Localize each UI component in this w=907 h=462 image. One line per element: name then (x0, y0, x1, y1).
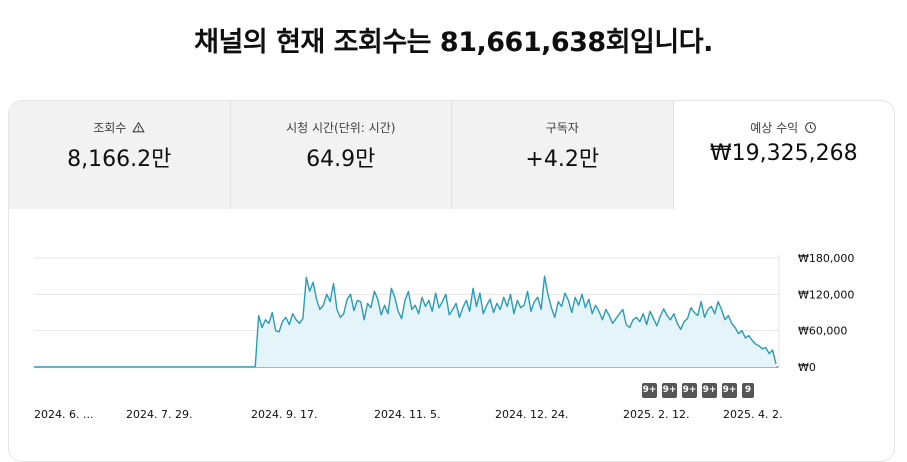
tab-watch-time-label: 시청 시간(단위: 시간) (286, 121, 396, 135)
x-tick-label: 2025. 2. 12. (623, 408, 689, 421)
tab-subscribers-label: 구독자 (545, 121, 579, 135)
tab-subscribers-value: +4.2만 (525, 147, 600, 172)
x-tick-label: 2024. 11. 5. (374, 408, 440, 421)
y-tick-label: ₩120,000 (798, 288, 854, 301)
event-badge[interactable]: 9+ (722, 383, 737, 398)
x-tick-label: 2024. 9. 17. (251, 408, 317, 421)
event-badge[interactable]: 9+ (662, 383, 677, 398)
y-tick-label: ₩60,000 (798, 325, 847, 338)
revenue-chart: ₩180,000 ₩120,000 ₩60,000 ₩0 2024. 6. ... 202… (9, 209, 894, 461)
x-tick-label: 2024. 7. 29. (126, 408, 192, 421)
tab-watch-time-value: 64.9만 (306, 147, 376, 172)
y-tick-label: ₩180,000 (798, 252, 854, 265)
tab-views-label: 조회수 (93, 121, 127, 135)
tab-watch-time[interactable]: 시청 시간(단위: 시간) 64.9만 (230, 101, 452, 209)
tab-views[interactable]: 조회수 8,166.2만 (9, 101, 231, 209)
event-badge[interactable]: 9+ (682, 383, 697, 398)
tab-revenue-label: 예상 수익 (750, 121, 799, 135)
clock-icon[interactable] (804, 121, 817, 134)
tab-subscribers[interactable]: 구독자 +4.2만 (452, 101, 674, 209)
x-tick-label: 2025. 4. 2. (723, 408, 782, 421)
event-badge[interactable]: 9+ (642, 383, 657, 398)
revenue-line (34, 275, 777, 368)
x-tick-label: 2024. 6. ... (34, 408, 93, 421)
tab-views-value: 8,166.2만 (67, 147, 172, 172)
event-badge[interactable]: 9 (742, 383, 754, 398)
warning-icon[interactable] (132, 121, 145, 134)
analytics-card: 조회수 8,166.2만 시청 시간(단위: 시간) 64.9만 구독자 +4.… (8, 100, 895, 462)
tab-revenue[interactable]: 예상 수익 ₩19,325,268 (673, 101, 894, 209)
page-title: 채널의 현재 조회수는 81,661,638회입니다. (194, 27, 713, 58)
event-badge[interactable]: 9+ (702, 383, 717, 398)
y-tick-label: ₩0 (798, 361, 816, 374)
revenue-area-fill (34, 276, 776, 367)
metrics-tabs: 조회수 8,166.2만 시청 시간(단위: 시간) 64.9만 구독자 +4.… (9, 101, 894, 209)
x-tick-label: 2024. 12. 24. (495, 408, 568, 421)
tab-revenue-value: ₩19,325,268 (709, 141, 858, 166)
chart-svg: ₩180,000 ₩120,000 ₩60,000 ₩0 2024. 6. ... 202… (34, 252, 854, 421)
